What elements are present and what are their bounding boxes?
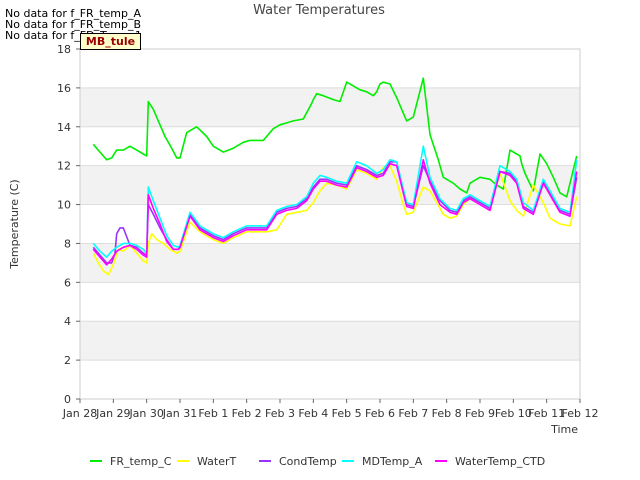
series-line	[92, 161, 578, 264]
x-tick-label: Jan 29	[95, 407, 130, 420]
series-lines	[92, 77, 578, 276]
site-tag-label: MB_tule	[80, 33, 141, 50]
x-axis-label: Time	[550, 423, 578, 436]
x-tick-label: Feb 8	[432, 407, 462, 420]
x-tick-label: Feb 9	[465, 407, 495, 420]
chart-title: Water Temperatures	[253, 3, 385, 18]
legend-label: FR_temp_C	[110, 455, 172, 468]
x-tick-label: Feb 11	[528, 407, 565, 420]
plot-background-bands	[80, 87, 580, 361]
x-tick-label: Feb 5	[332, 407, 362, 420]
series-line	[92, 159, 578, 266]
series-line	[92, 77, 578, 198]
y-tick-label: 14	[57, 121, 71, 134]
x-tick-label: Feb 12	[562, 407, 599, 420]
x-tick-label: Feb 10	[495, 407, 532, 420]
series-line	[92, 145, 578, 258]
y-tick-label: 8	[64, 237, 71, 250]
y-tick-label: 2	[64, 354, 71, 367]
legend-label: WaterT	[197, 455, 237, 468]
x-tick-label: Jan 28	[62, 407, 97, 420]
y-tick-label: 10	[57, 199, 71, 212]
x-tick-label: Jan 30	[128, 407, 163, 420]
background-band	[80, 243, 580, 283]
x-tick-label: Feb 6	[365, 407, 395, 420]
y-tick-label: 18	[57, 43, 71, 56]
y-tick-label: 4	[64, 315, 71, 328]
y-axis-ticks: 0 2 4 6 8 10 12 14 16 18	[57, 43, 80, 406]
y-tick-label: 12	[57, 160, 71, 173]
y-tick-label: 0	[64, 393, 71, 406]
x-tick-label: Feb 4	[298, 407, 328, 420]
legend-label: MDTemp_A	[362, 455, 423, 468]
plot-frame	[79, 48, 581, 400]
no-data-note-fr-temp-b: No data for f_FR_temp_B	[5, 18, 142, 31]
legend: FR_temp_C WaterT CondTemp MDTemp_A WaterTemp…	[90, 455, 545, 468]
x-tick-label: Jan 31	[162, 407, 197, 420]
legend-label: WaterTemp_CTD	[455, 455, 545, 468]
x-tick-label: Feb 2	[232, 407, 262, 420]
y-axis-label: Temperature (C)	[8, 179, 21, 269]
x-tick-label: Feb 7	[398, 407, 428, 420]
x-tick-label: Feb 3	[265, 407, 295, 420]
y-tick-label: 16	[57, 82, 71, 95]
y-tick-label: 6	[64, 276, 71, 289]
legend-label: CondTemp	[279, 455, 337, 468]
background-band	[80, 87, 580, 127]
no-data-note-fr-temp-a: No data for f_FR_temp_A	[5, 7, 141, 20]
x-tick-label: Feb 1	[198, 407, 228, 420]
background-band	[80, 321, 580, 361]
